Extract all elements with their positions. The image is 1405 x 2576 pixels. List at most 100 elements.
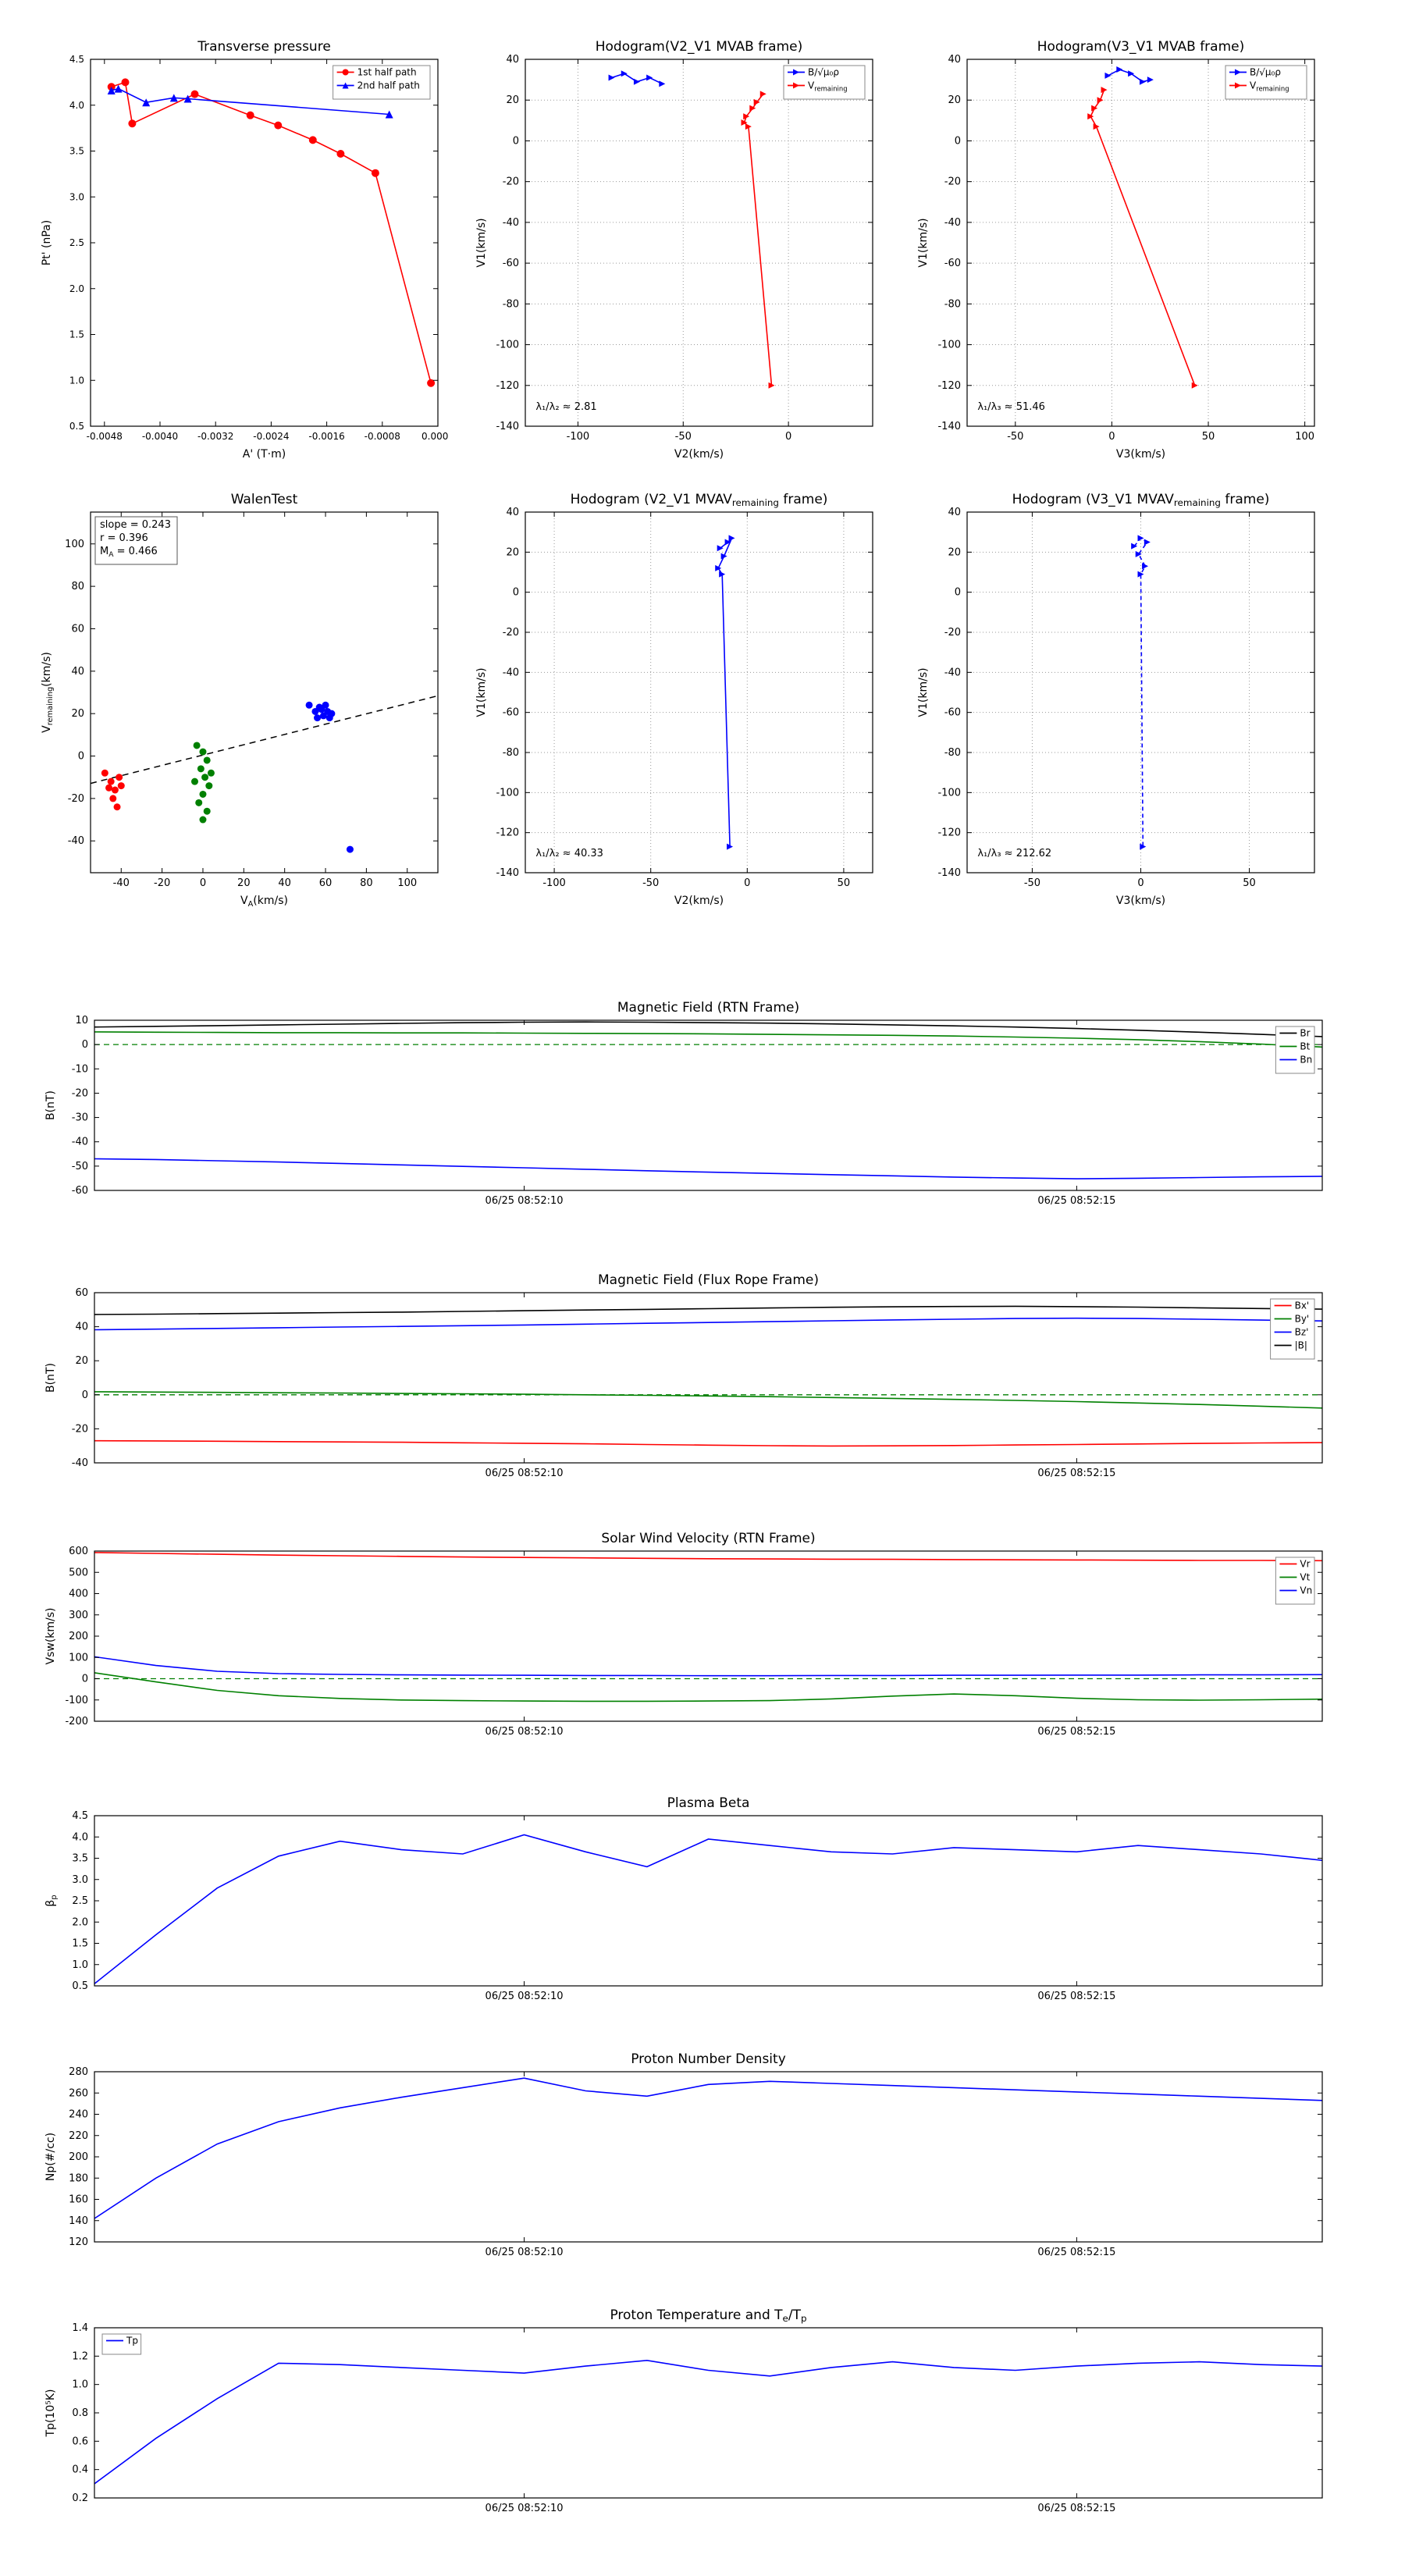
- svg-text:-40: -40: [113, 877, 130, 889]
- svg-text:1.4: 1.4: [72, 2322, 88, 2334]
- svg-text:40: 40: [75, 1322, 88, 1333]
- svg-text:-100: -100: [937, 340, 961, 351]
- svg-text:-100: -100: [937, 787, 961, 799]
- svg-text:100: 100: [65, 539, 84, 550]
- svg-text:20: 20: [237, 877, 251, 889]
- svg-text:-20: -20: [503, 627, 519, 639]
- svg-text:Vr: Vr: [1300, 1559, 1310, 1570]
- svg-text:Np(#/cc): Np(#/cc): [44, 2133, 57, 2181]
- svg-text:40: 40: [278, 877, 291, 889]
- svg-text:40: 40: [506, 507, 519, 518]
- svg-text:2.0: 2.0: [69, 283, 84, 294]
- svg-text:-50: -50: [1007, 431, 1023, 443]
- svg-text:WalenTest: WalenTest: [231, 492, 298, 507]
- svg-text:400: 400: [69, 1589, 88, 1600]
- svg-text:0: 0: [513, 587, 519, 599]
- svg-text:4.5: 4.5: [69, 54, 84, 65]
- svg-text:50: 50: [838, 877, 851, 889]
- svg-text:|B|: |B|: [1295, 1340, 1307, 1351]
- svg-text:0: 0: [744, 877, 750, 889]
- svg-text:0: 0: [82, 1674, 88, 1685]
- chart-hodogram-v2-v1-mvav: -100 -50 0 50 40 20 0 -20 -40 -60 -80 -100 -120 -140 H…: [464, 486, 884, 913]
- svg-text:-50: -50: [1024, 877, 1040, 889]
- svg-text:-100: -100: [496, 787, 519, 799]
- solar-wind-velocity-svg: 06/25 08:52:10 06/25 08:52:15 600 500 400 300…: [44, 1531, 1323, 1738]
- svg-text:06/25 08:52:10: 06/25 08:52:10: [486, 1726, 564, 1738]
- chart-walen-test: -40 -20 0 20 40 60 80 100 100 80 60 40 20 0 -20 -40 Wale…: [30, 486, 449, 913]
- svg-text:By': By': [1295, 1314, 1310, 1325]
- svg-text:-140: -140: [937, 867, 961, 879]
- svg-text:λ₁/λ₂ ≈ 2.81: λ₁/λ₂ ≈ 2.81: [535, 401, 596, 413]
- svg-text:-20: -20: [68, 793, 84, 805]
- svg-text:220: 220: [69, 2130, 88, 2142]
- svg-text:20: 20: [506, 94, 519, 106]
- svg-text:1.2: 1.2: [72, 2350, 88, 2362]
- svg-text:0: 0: [513, 135, 519, 147]
- svg-text:280: 280: [69, 2066, 88, 2078]
- chart-hodogram-v3-v1-mvab: -50 0 50 100 40 20 0 -20 -40 -60 -80 -100 -120 -140 Ho…: [906, 33, 1325, 467]
- chart-transverse-pressure: -0.0048 -0.0040 -0.0032 -0.0024 -0.0016 -0.00…: [30, 33, 449, 467]
- svg-text:-0.0016: -0.0016: [308, 431, 344, 442]
- svg-text:V1(km/s): V1(km/s): [475, 667, 488, 717]
- svg-text:A' (T·m): A' (T·m): [243, 448, 286, 461]
- proton-number-density-svg: 06/25 08:52:10 06/25 08:52:15 280 260 240 220…: [44, 2051, 1323, 2258]
- svg-text:4.5: 4.5: [72, 1810, 88, 1822]
- svg-text:-40: -40: [503, 667, 519, 678]
- svg-text:1st half path: 1st half path: [357, 67, 417, 78]
- svg-text:300: 300: [69, 1610, 88, 1621]
- svg-text:20: 20: [71, 708, 84, 720]
- svg-text:-60: -60: [503, 707, 519, 719]
- svg-text:-140: -140: [496, 421, 519, 432]
- svg-text:0: 0: [785, 431, 791, 443]
- magnetic-field-rtn-svg: 06/25 08:52:10 06/25 08:52:15 10 0 -10 -20 -30…: [44, 1000, 1323, 1207]
- svg-text:3.0: 3.0: [69, 191, 84, 202]
- svg-text:100: 100: [1295, 431, 1314, 443]
- svg-text:V2(km/s): V2(km/s): [674, 448, 724, 461]
- svg-text:Bn: Bn: [1300, 1055, 1312, 1066]
- svg-text:B/√μ₀ρ: B/√μ₀ρ: [808, 67, 839, 78]
- svg-text:-60: -60: [944, 258, 961, 269]
- svg-text:200: 200: [69, 2151, 88, 2163]
- svg-text:-80: -80: [944, 298, 961, 310]
- svg-text:06/25 08:52:15: 06/25 08:52:15: [1037, 1468, 1115, 1479]
- svg-text:Hodogram (V2_V1 MVAVremaining​: Hodogram (V2_V1 MVAVremaining​ frame): [571, 492, 828, 508]
- svg-text:80: 80: [71, 581, 84, 592]
- svg-text:λ₁/λ₃ ≈ 212.62: λ₁/λ₃ ≈ 212.62: [977, 848, 1051, 859]
- svg-text:-0.0048: -0.0048: [87, 431, 123, 442]
- svg-text:1.0: 1.0: [69, 375, 84, 386]
- svg-text:2.0: 2.0: [72, 1916, 88, 1928]
- svg-text:-80: -80: [503, 298, 519, 310]
- hodogram-v3v1-mvab-svg: -50 0 50 100 40 20 0 -20 -40 -60 -80 -100 -120 -140 Ho…: [917, 39, 1315, 461]
- svg-text:-10: -10: [72, 1063, 88, 1075]
- svg-text:-50: -50: [675, 431, 692, 443]
- svg-text:Magnetic Field (RTN Frame): Magnetic Field (RTN Frame): [617, 1000, 799, 1016]
- hodogram-v2v1-mvab-svg: -100 -50 0 40 20 0 -20 -40 -60 -80 -100 -120 -140 Hod…: [475, 39, 873, 461]
- svg-text:06/25 08:52:10: 06/25 08:52:10: [486, 2247, 564, 2258]
- svg-text:slope = 0.243: slope = 0.243: [100, 519, 171, 531]
- svg-text:-20: -20: [944, 627, 961, 639]
- svg-text:06/25 08:52:15: 06/25 08:52:15: [1037, 2503, 1115, 2514]
- svg-text:0.5: 0.5: [72, 1980, 88, 1992]
- svg-text:200: 200: [69, 1631, 88, 1642]
- svg-text:60: 60: [75, 1287, 88, 1299]
- svg-text:Vsw(km/s): Vsw(km/s): [44, 1607, 57, 1664]
- svg-text:Tp(10⁵K): Tp(10⁵K): [44, 2389, 57, 2438]
- svg-text:Br: Br: [1300, 1028, 1310, 1039]
- svg-text:50: 50: [1243, 877, 1256, 889]
- svg-text:20: 20: [948, 94, 961, 106]
- svg-text:0.4: 0.4: [72, 2464, 88, 2476]
- svg-text:-0.0032: -0.0032: [197, 431, 233, 442]
- svg-text:06/25 08:52:10: 06/25 08:52:10: [486, 2503, 564, 2514]
- svg-text:0: 0: [955, 135, 961, 147]
- svg-text:06/25 08:52:15: 06/25 08:52:15: [1037, 1195, 1115, 1207]
- svg-text:-120: -120: [496, 380, 519, 392]
- svg-text:-120: -120: [496, 827, 519, 839]
- chart-proton-density: 06/25 08:52:10 06/25 08:52:15 280 260 240 220…: [28, 2045, 1338, 2281]
- svg-text:0.2: 0.2: [72, 2492, 88, 2504]
- svg-text:-0.0040: -0.0040: [142, 431, 178, 442]
- svg-text:06/25 08:52:15: 06/25 08:52:15: [1037, 1991, 1115, 2002]
- svg-text:3.5: 3.5: [72, 1853, 88, 1865]
- svg-text:260: 260: [69, 2087, 88, 2099]
- hodogram-v2v1-mvav-svg: -100 -50 0 50 40 20 0 -20 -40 -60 -80 -100 -120 -140 H…: [475, 492, 873, 907]
- transverse-pressure-svg: -0.0048 -0.0040 -0.0032 -0.0024 -0.0016 -0.00…: [41, 39, 449, 461]
